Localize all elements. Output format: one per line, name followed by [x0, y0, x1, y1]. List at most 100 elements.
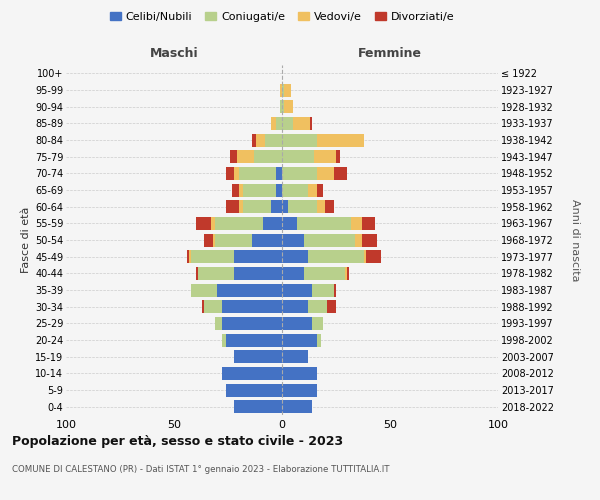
Bar	[271, 200, 282, 213]
Bar	[366, 250, 382, 263]
Bar	[334, 284, 336, 296]
Bar	[328, 300, 336, 313]
Bar	[317, 334, 321, 346]
Bar	[235, 400, 282, 413]
Bar	[364, 250, 366, 263]
Bar	[282, 250, 308, 263]
Bar	[314, 150, 336, 163]
Bar	[215, 317, 221, 330]
Bar	[196, 217, 211, 230]
Bar	[351, 217, 362, 230]
Bar	[221, 334, 226, 346]
Text: Femmine: Femmine	[358, 47, 422, 60]
Bar	[312, 284, 334, 296]
Bar	[232, 184, 239, 196]
Bar	[265, 134, 282, 146]
Bar	[317, 200, 325, 213]
Bar	[344, 267, 347, 280]
Bar	[263, 217, 282, 230]
Bar	[239, 167, 275, 180]
Bar	[304, 234, 355, 246]
Bar	[221, 300, 282, 313]
Bar	[282, 267, 304, 280]
Bar	[282, 134, 317, 146]
Bar	[221, 367, 282, 380]
Bar	[308, 184, 317, 196]
Bar	[196, 267, 198, 280]
Bar	[282, 234, 304, 246]
Bar	[336, 150, 340, 163]
Bar	[282, 184, 308, 196]
Bar	[282, 317, 312, 330]
Bar	[226, 167, 235, 180]
Bar	[275, 117, 282, 130]
Text: COMUNE DI CALESTANO (PR) - Dati ISTAT 1° gennaio 2023 - Elaborazione TUTTITALIA.: COMUNE DI CALESTANO (PR) - Dati ISTAT 1°…	[12, 465, 389, 474]
Bar	[282, 100, 284, 113]
Y-axis label: Fasce di età: Fasce di età	[20, 207, 31, 273]
Bar	[312, 317, 323, 330]
Bar	[230, 150, 236, 163]
Y-axis label: Anni di nascita: Anni di nascita	[571, 198, 580, 281]
Bar	[282, 400, 312, 413]
Bar	[317, 184, 323, 196]
Bar	[282, 84, 284, 96]
Legend: Celibi/Nubili, Coniugati/e, Vedovi/e, Divorziati/e: Celibi/Nubili, Coniugati/e, Vedovi/e, Di…	[106, 8, 458, 26]
Bar	[355, 234, 362, 246]
Bar	[362, 234, 377, 246]
Bar	[239, 184, 243, 196]
Bar	[235, 167, 239, 180]
Text: Popolazione per età, sesso e stato civile - 2023: Popolazione per età, sesso e stato civil…	[12, 435, 343, 448]
Bar	[282, 350, 308, 363]
Bar	[226, 200, 239, 213]
Bar	[236, 150, 254, 163]
Bar	[252, 134, 256, 146]
Bar	[204, 234, 213, 246]
Bar	[282, 284, 312, 296]
Bar	[282, 300, 308, 313]
Bar	[289, 200, 317, 213]
Bar	[189, 250, 191, 263]
Bar	[221, 317, 282, 330]
Text: Maschi: Maschi	[149, 47, 199, 60]
Bar	[243, 184, 275, 196]
Bar	[215, 234, 252, 246]
Bar	[275, 167, 282, 180]
Bar	[187, 250, 189, 263]
Bar	[282, 117, 293, 130]
Bar	[191, 250, 235, 263]
Bar	[243, 200, 271, 213]
Bar	[211, 217, 215, 230]
Bar	[284, 100, 293, 113]
Bar	[202, 300, 204, 313]
Bar	[293, 117, 310, 130]
Bar	[280, 84, 282, 96]
Bar	[297, 217, 351, 230]
Bar	[347, 267, 349, 280]
Bar	[235, 267, 282, 280]
Bar	[217, 284, 282, 296]
Bar	[282, 367, 317, 380]
Bar	[284, 84, 290, 96]
Bar	[334, 167, 347, 180]
Bar	[317, 167, 334, 180]
Bar	[215, 217, 263, 230]
Bar	[252, 234, 282, 246]
Bar	[317, 134, 364, 146]
Bar	[235, 250, 282, 263]
Bar	[282, 150, 314, 163]
Bar	[282, 200, 289, 213]
Bar	[282, 384, 317, 396]
Bar	[282, 167, 317, 180]
Bar	[275, 184, 282, 196]
Bar	[254, 150, 282, 163]
Bar	[235, 350, 282, 363]
Bar	[271, 117, 275, 130]
Bar	[226, 334, 282, 346]
Bar	[304, 267, 344, 280]
Bar	[198, 267, 235, 280]
Bar	[280, 100, 282, 113]
Bar	[239, 200, 243, 213]
Bar	[282, 217, 297, 230]
Bar	[226, 384, 282, 396]
Bar	[362, 217, 375, 230]
